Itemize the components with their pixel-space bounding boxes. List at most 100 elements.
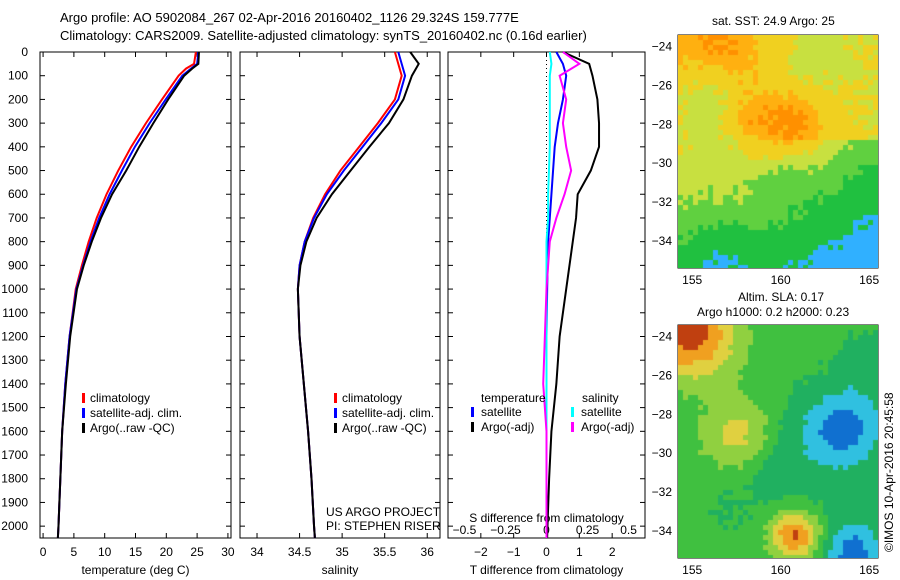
series-line-argo-raw-qc- (296, 51, 420, 539)
legend-label: Argo(-adj) (581, 420, 634, 434)
map-y-tick-label: −34 (652, 524, 673, 538)
map-x-tick-label: 155 (682, 273, 702, 287)
y-tick-label: 700 (8, 211, 28, 225)
x-axis-label: T difference from climatology (470, 563, 624, 577)
y-tick-label: 1600 (1, 424, 28, 438)
map-x-tick-label: 160 (771, 563, 791, 577)
x-tick-label: 34.5 (288, 545, 312, 559)
series-line-satellite-adj-clim- (296, 51, 407, 539)
series-line-climatology (56, 51, 197, 539)
sla-map (678, 325, 878, 558)
s-tick-label: −0.25 (490, 523, 521, 537)
series-line-argo-raw-qc- (56, 51, 200, 539)
y-tick-label: 1400 (1, 377, 28, 391)
legend-title-temperature: temperature (481, 391, 546, 405)
legend-swatch (334, 423, 337, 433)
map-y-tick-label: −28 (652, 407, 673, 421)
legend-swatch (471, 407, 474, 417)
x-tick-label: 1 (576, 545, 583, 559)
x-tick-label: 25 (190, 545, 204, 559)
y-tick-label: 300 (8, 116, 28, 130)
x-tick-label: 20 (160, 545, 174, 559)
legend-label: satellite-adj. clim. (342, 406, 434, 420)
title-line-1: Argo profile: AO 5902084_267 02-Apr-2016… (60, 10, 519, 25)
x-tick-label: 35.5 (373, 545, 397, 559)
x-tick-label: −1 (507, 545, 521, 559)
map-y-tick-label: −30 (652, 446, 673, 460)
y-tick-label: 1500 (1, 401, 28, 415)
legend-label: satellite (481, 405, 522, 419)
legend-swatch (334, 408, 337, 418)
legend-label: Argo(-adj) (481, 420, 534, 434)
y-tick-label: 1100 (2, 306, 28, 320)
sla-map-title: Altim. SLA: 0.17 (738, 290, 825, 304)
x-axis-label: salinity (322, 563, 359, 577)
y-tick-label: 900 (8, 258, 28, 272)
map-y-tick-label: −26 (652, 368, 673, 382)
map-y-tick-label: −26 (652, 78, 673, 92)
plot-frame (239, 51, 441, 539)
sst-map-title: sat. SST: 24.9 Argo: 25 (712, 14, 835, 28)
legend-label: Argo(..raw -QC) (90, 421, 175, 435)
map-x-tick-label: 165 (859, 563, 879, 577)
y-tick-label: 2000 (1, 519, 28, 533)
legend-label: climatology (342, 391, 402, 405)
legend-label: climatology (90, 391, 150, 405)
legend-swatch (571, 422, 574, 432)
map-x-tick-label: 165 (859, 273, 879, 287)
map-y-tick-label: −24 (652, 40, 673, 54)
y-tick-label: 1700 (1, 448, 28, 462)
watermark: ©IMOS 10-Apr-2016 20:45:58 (882, 392, 896, 552)
y-tick-label: 1900 (1, 495, 28, 509)
plot-frame (39, 51, 232, 539)
x-tick-label: 30 (221, 545, 235, 559)
x-tick-label: 0 (543, 545, 550, 559)
legend-label: satellite-adj. clim. (90, 406, 182, 420)
y-tick-label: 1300 (1, 353, 28, 367)
y-tick-label: 1200 (1, 329, 28, 343)
map-y-tick-label: −34 (652, 234, 673, 248)
series-line-t-argo-adj- (546, 51, 601, 539)
y-tick-label: 0 (21, 45, 28, 59)
legend-swatch (471, 422, 474, 432)
s-tick-label: −0.5 (453, 523, 477, 537)
x-axis-label: temperature (deg C) (81, 563, 189, 577)
map-y-tick-label: −32 (652, 195, 673, 209)
x-tick-label: 34 (250, 545, 264, 559)
y-tick-label: 500 (8, 164, 28, 178)
map-x-tick-label: 155 (682, 563, 702, 577)
legend-swatch (82, 393, 85, 403)
title-line-2: Climatology: CARS2009. Satellite-adjuste… (60, 28, 587, 43)
sst-map (678, 35, 878, 268)
x-tick-label: −2 (474, 545, 488, 559)
legend-label: Argo(..raw -QC) (342, 421, 427, 435)
y-tick-label: 1800 (1, 472, 28, 486)
map-x-tick-label: 160 (771, 273, 791, 287)
series-line-satellite-adj-clim- (56, 51, 200, 539)
s-tick-label: 0.25 (576, 523, 600, 537)
legend-swatch (82, 423, 85, 433)
legend-swatch (571, 407, 574, 417)
x-tick-label: 10 (98, 545, 112, 559)
x-tick-label: 0 (40, 545, 47, 559)
series-line-climatology (296, 51, 403, 539)
map-y-tick-label: −30 (652, 156, 673, 170)
map-y-tick-label: −24 (652, 330, 673, 344)
y-tick-label: 200 (8, 92, 28, 106)
y-tick-label: 600 (8, 187, 28, 201)
x-tick-label: 5 (71, 545, 78, 559)
y-tick-label: 800 (8, 235, 28, 249)
s-tick-label: 0.5 (620, 523, 637, 537)
map-y-tick-label: −32 (652, 485, 673, 499)
x-tick-label: 2 (609, 545, 616, 559)
legend-label: satellite (581, 405, 622, 419)
legend-swatch (334, 393, 337, 403)
legend-swatch (82, 408, 85, 418)
map-y-tick-label: −28 (652, 117, 673, 131)
x-tick-label: 15 (129, 545, 143, 559)
sla-map-subtitle: Argo h1000: 0.2 h2000: 0.23 (697, 305, 850, 319)
pi-text: PI: STEPHEN RISER (326, 519, 441, 533)
legend-title-salinity: salinity (582, 391, 619, 405)
